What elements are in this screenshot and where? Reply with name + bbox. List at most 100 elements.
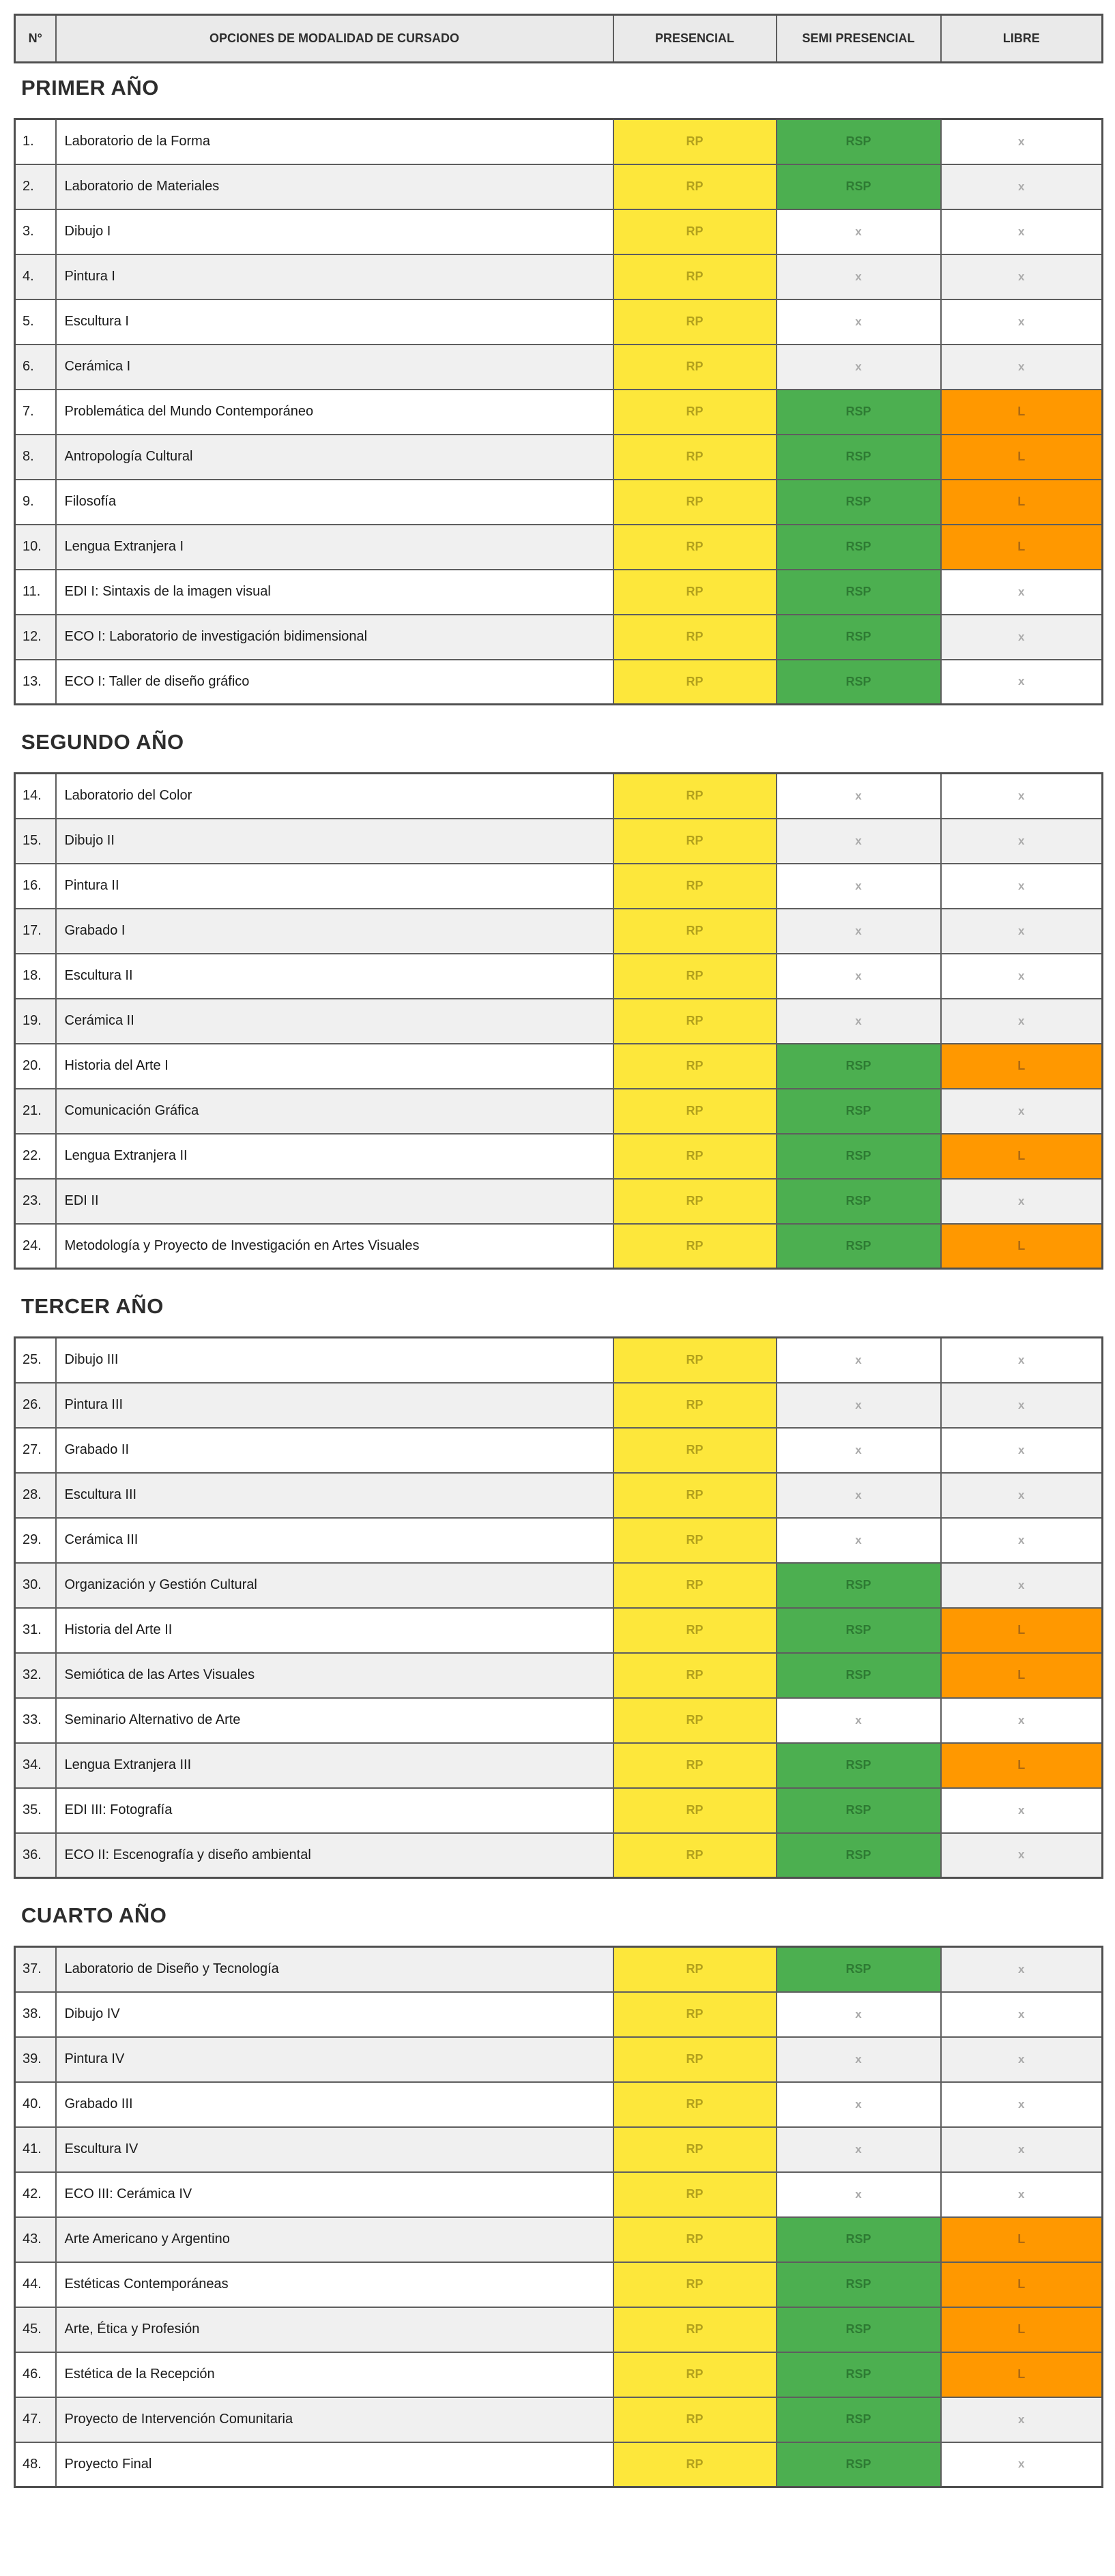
semi-presencial-cell: RSP: [775, 478, 942, 525]
semi-presencial-cell: RSP: [775, 1652, 942, 1699]
semi-presencial-cell: RSP: [775, 1742, 942, 1789]
libre-cell: x: [940, 2081, 1103, 2128]
course-name: Pintura III: [55, 1381, 614, 1429]
header-cell-presencial: PRESENCIAL: [612, 14, 777, 63]
presencial-cell: RP: [612, 1177, 777, 1225]
semi-presencial-cell: RSP: [775, 1607, 942, 1654]
course-name: Antropología Cultural: [55, 433, 614, 480]
libre-cell: x: [940, 1787, 1103, 1834]
course-name: Escultura III: [55, 1472, 614, 1519]
presencial-cell: RP: [612, 1742, 777, 1789]
course-number: 38.: [14, 1991, 57, 2038]
semi-presencial-cell: x: [775, 1472, 942, 1519]
presencial-cell: RP: [612, 388, 777, 435]
course-name: Lengua Extranjera I: [55, 523, 614, 570]
course-name: Cerámica III: [55, 1517, 614, 1564]
course-row: 15. Dibujo II RP x x: [14, 817, 1103, 864]
presencial-cell: RP: [612, 343, 777, 390]
course-name: Lengua Extranjera II: [55, 1132, 614, 1180]
presencial-cell: RP: [612, 2126, 777, 2173]
libre-cell: x: [940, 208, 1103, 255]
course-row: 39. Pintura IV RP x x: [14, 2036, 1103, 2083]
semi-presencial-cell: RSP: [775, 2306, 942, 2353]
presencial-cell: RP: [612, 1562, 777, 1609]
semi-presencial-cell: RSP: [775, 1042, 942, 1089]
sections-container: PRIMER AÑO 1. Laboratorio de la Forma RP…: [14, 76, 1103, 2488]
presencial-cell: RP: [612, 2261, 777, 2308]
semi-presencial-cell: RSP: [775, 1132, 942, 1180]
course-name: Laboratorio de Diseño y Tecnología: [55, 1946, 614, 1993]
course-number: 45.: [14, 2306, 57, 2353]
libre-cell: x: [940, 2126, 1103, 2173]
libre-cell: x: [940, 1087, 1103, 1135]
course-row: 5. Escultura I RP x x: [14, 298, 1103, 345]
course-row: 37. Laboratorio de Diseño y Tecnología R…: [14, 1946, 1103, 1993]
semi-presencial-cell: x: [775, 952, 942, 999]
course-number: 18.: [14, 952, 57, 999]
presencial-cell: RP: [612, 1472, 777, 1519]
presencial-cell: RP: [612, 2036, 777, 2083]
semi-presencial-cell: RSP: [775, 2261, 942, 2308]
course-name: Laboratorio de Materiales: [55, 163, 614, 210]
course-number: 40.: [14, 2081, 57, 2128]
semi-presencial-cell: x: [775, 2036, 942, 2083]
libre-cell: x: [940, 1381, 1103, 1429]
course-row: 7. Problemática del Mundo Contemporáneo …: [14, 388, 1103, 435]
semi-presencial-cell: RSP: [775, 1832, 942, 1879]
semi-presencial-cell: RSP: [775, 1946, 942, 1993]
course-row: 12. ECO I: Laboratorio de investigación …: [14, 613, 1103, 660]
presencial-cell: RP: [612, 817, 777, 864]
course-number: 42.: [14, 2171, 57, 2218]
semi-presencial-cell: x: [775, 1697, 942, 1744]
course-number: 14.: [14, 772, 57, 819]
presencial-cell: RP: [612, 208, 777, 255]
course-row: 35. EDI III: Fotografía RP RSP x: [14, 1787, 1103, 1834]
semi-presencial-cell: RSP: [775, 523, 942, 570]
course-number: 25.: [14, 1336, 57, 1384]
course-number: 4.: [14, 253, 57, 300]
course-number: 30.: [14, 1562, 57, 1609]
course-name: Dibujo I: [55, 208, 614, 255]
semi-presencial-cell: RSP: [775, 2396, 942, 2443]
libre-cell: x: [940, 772, 1103, 819]
course-row: 47. Proyecto de Intervención Comunitaria…: [14, 2396, 1103, 2443]
course-row: 24. Metodología y Proyecto de Investigac…: [14, 1223, 1103, 1270]
semi-presencial-cell: RSP: [775, 1787, 942, 1834]
presencial-cell: RP: [612, 1832, 777, 1879]
presencial-cell: RP: [612, 1426, 777, 1474]
section-title: TERCER AÑO: [21, 1294, 164, 1318]
semi-presencial-cell: RSP: [775, 388, 942, 435]
course-name: Problemática del Mundo Contemporáneo: [55, 388, 614, 435]
libre-cell: x: [940, 907, 1103, 954]
course-number: 3.: [14, 208, 57, 255]
course-row: 42. ECO III: Cerámica IV RP x x: [14, 2171, 1103, 2218]
semi-presencial-cell: x: [775, 1381, 942, 1429]
courses-table: 14. Laboratorio del Color RP x x 15. Dib…: [14, 772, 1103, 1270]
course-row: 20. Historia del Arte I RP RSP L: [14, 1042, 1103, 1089]
presencial-cell: RP: [612, 1991, 777, 2038]
year-section: PRIMER AÑO 1. Laboratorio de la Forma RP…: [14, 76, 1103, 705]
libre-cell: L: [940, 1607, 1103, 1654]
course-name: Historia del Arte II: [55, 1607, 614, 1654]
course-number: 19.: [14, 997, 57, 1044]
semi-presencial-cell: RSP: [775, 1562, 942, 1609]
course-number: 22.: [14, 1132, 57, 1180]
course-row: 17. Grabado I RP x x: [14, 907, 1103, 954]
course-number: 29.: [14, 1517, 57, 1564]
libre-cell: L: [940, 1742, 1103, 1789]
course-number: 24.: [14, 1223, 57, 1270]
presencial-cell: RP: [612, 613, 777, 660]
course-number: 1.: [14, 118, 57, 165]
section-title: SEGUNDO AÑO: [21, 730, 184, 754]
course-row: 18. Escultura II RP x x: [14, 952, 1103, 999]
course-row: 11. EDI I: Sintaxis de la imagen visual …: [14, 568, 1103, 615]
libre-cell: x: [940, 163, 1103, 210]
course-number: 27.: [14, 1426, 57, 1474]
course-name: Cerámica II: [55, 997, 614, 1044]
course-name: Proyecto Final: [55, 2441, 614, 2488]
semi-presencial-cell: x: [775, 1991, 942, 2038]
libre-cell: x: [940, 997, 1103, 1044]
course-number: 15.: [14, 817, 57, 864]
course-name: ECO III: Cerámica IV: [55, 2171, 614, 2218]
course-name: Semiótica de las Artes Visuales: [55, 1652, 614, 1699]
